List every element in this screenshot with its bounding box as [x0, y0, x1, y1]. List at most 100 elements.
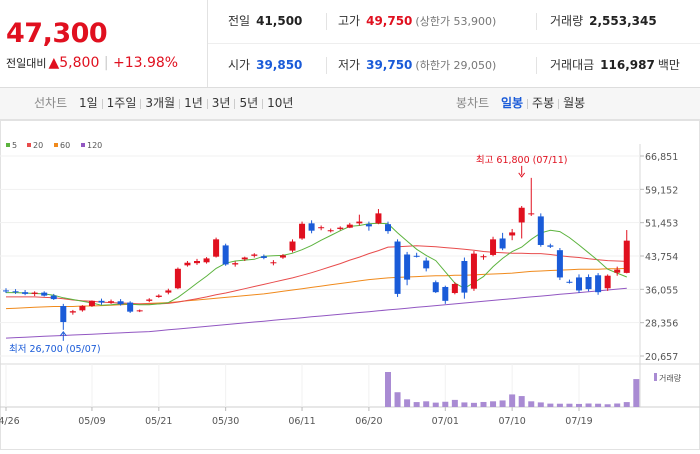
candle-body [623, 240, 630, 273]
amount-unit: 백만 [657, 58, 680, 72]
upper-limit: (상한가 53,900) [415, 15, 497, 28]
y-tick-label: 51,453 [645, 219, 678, 230]
x-tick-label: 05/30 [212, 416, 239, 427]
prev-close-label: 전일 [228, 14, 251, 28]
candle-body [518, 207, 525, 223]
low-value: 39,750 [366, 58, 413, 72]
period-tab[interactable]: 3년 [211, 96, 231, 110]
period-tab[interactable]: 10년 [267, 96, 294, 110]
candle-body [327, 230, 334, 232]
divider [536, 13, 537, 30]
candle-period-tab[interactable]: 주봉 [532, 96, 555, 110]
candle-body [270, 262, 277, 264]
candle-period-tab[interactable]: 월봉 [563, 96, 586, 110]
candle-body [117, 301, 124, 305]
candle-body [385, 224, 391, 232]
candle-body [308, 223, 315, 231]
low-cell: 저가 39,750 (하한가 29,050) [338, 44, 496, 87]
volume-bar [442, 401, 449, 407]
y-tick-label: 20,657 [645, 352, 678, 363]
divider [140, 98, 142, 109]
period-tab[interactable]: 1년 [184, 96, 203, 110]
candle-body [184, 262, 191, 266]
stock-chart[interactable]: 5 20 60 120 66,851 59,152 51,453 43,754 36,055 28… [0, 120, 700, 450]
candle-body [614, 269, 621, 273]
price-box: 47,300 전일대비 ▲5,800 | +13.98% [0, 0, 208, 87]
prev-close-cell: 전일 41,500 [228, 0, 302, 43]
period-tab[interactable]: 1일 [78, 96, 98, 110]
lower-limit: (하한가 29,050) [415, 59, 497, 72]
candle-body [528, 213, 535, 215]
legend-swatch [81, 143, 85, 147]
high-cell: 고가 49,750 (상한가 53,900) [338, 0, 496, 43]
change-label: 전일대비 [6, 57, 47, 70]
volume-bar [499, 400, 506, 407]
candle-body [432, 282, 439, 293]
candle-body [490, 239, 497, 255]
candle-body [585, 277, 592, 290]
divider [206, 98, 208, 109]
change-amount: 5,800 [59, 55, 100, 71]
candle-body [3, 290, 9, 292]
candlestick-chart[interactable]: 5 20 60 120 66,851 59,152 51,453 43,754 36,055 28… [0, 120, 700, 450]
candle-body [260, 256, 267, 258]
period-tab[interactable]: 1주일 [106, 96, 137, 110]
x-tick-label: 05/09 [78, 416, 105, 427]
candle-body [174, 268, 181, 289]
candle-body [461, 260, 468, 293]
divider [326, 13, 327, 30]
volume-legend-label: 거래량 [659, 373, 682, 383]
candle-body [31, 292, 38, 294]
volume-bar [604, 404, 611, 407]
legend-label: 5 [12, 141, 17, 150]
legend-label: 120 [87, 141, 102, 150]
candle-period-tab[interactable]: 일봉 [500, 96, 524, 110]
candle-body [136, 310, 143, 312]
low-arrowhead-icon [59, 331, 67, 337]
candle-body [413, 255, 420, 257]
candle-chart-periods: 봉차트 일봉 주봉 월봉 [456, 88, 589, 119]
open-cell: 시가 39,850 [228, 44, 302, 87]
candle-body [22, 292, 29, 294]
candle-body [98, 300, 105, 303]
quote-row-1: 전일 41,500 고가 49,750 (상한가 53,900) 거래량 2,553,3… [208, 0, 700, 44]
legend-swatch [54, 143, 58, 147]
candle-body [604, 275, 611, 289]
quote-cells: 전일 41,500 고가 49,750 (상한가 53,900) 거래량 2,553,3… [208, 0, 700, 87]
volume-bar [614, 403, 621, 407]
candle-body [241, 257, 248, 260]
x-tick-label: 05/21 [145, 416, 172, 427]
period-tab[interactable]: 5년 [239, 96, 259, 110]
candle-body [576, 277, 582, 291]
legend-label: 60 [60, 141, 70, 150]
amount-cell: 거래대금 116,987 백만 [550, 44, 680, 87]
candle-body [375, 213, 382, 224]
period-tab[interactable]: 3개월 [145, 96, 176, 110]
volume-bar [480, 401, 487, 407]
volume-bar [432, 402, 439, 407]
candle-body [509, 232, 516, 236]
candle-body [155, 295, 162, 297]
volume-bar [490, 401, 497, 407]
volume-bar [385, 372, 391, 407]
candle-body [50, 295, 57, 300]
x-tick-label: 06/11 [288, 416, 315, 427]
divider [234, 98, 236, 109]
volume-bar [461, 402, 468, 407]
candle-body [69, 311, 76, 313]
volume-bar [556, 403, 563, 407]
volume-bar [423, 401, 430, 407]
high-value: 49,750 [366, 14, 413, 28]
candle-body [79, 306, 86, 311]
volume-bar [404, 399, 411, 407]
volume-bar [633, 379, 640, 407]
candle-body [556, 250, 563, 278]
candle-body [289, 241, 296, 251]
candle-body [442, 286, 449, 301]
candle-body [203, 258, 210, 263]
divider [262, 98, 264, 109]
candle-body [146, 299, 153, 301]
ma20-line [6, 245, 627, 305]
candle-body [404, 254, 411, 280]
volume-label: 거래량 [550, 14, 584, 28]
